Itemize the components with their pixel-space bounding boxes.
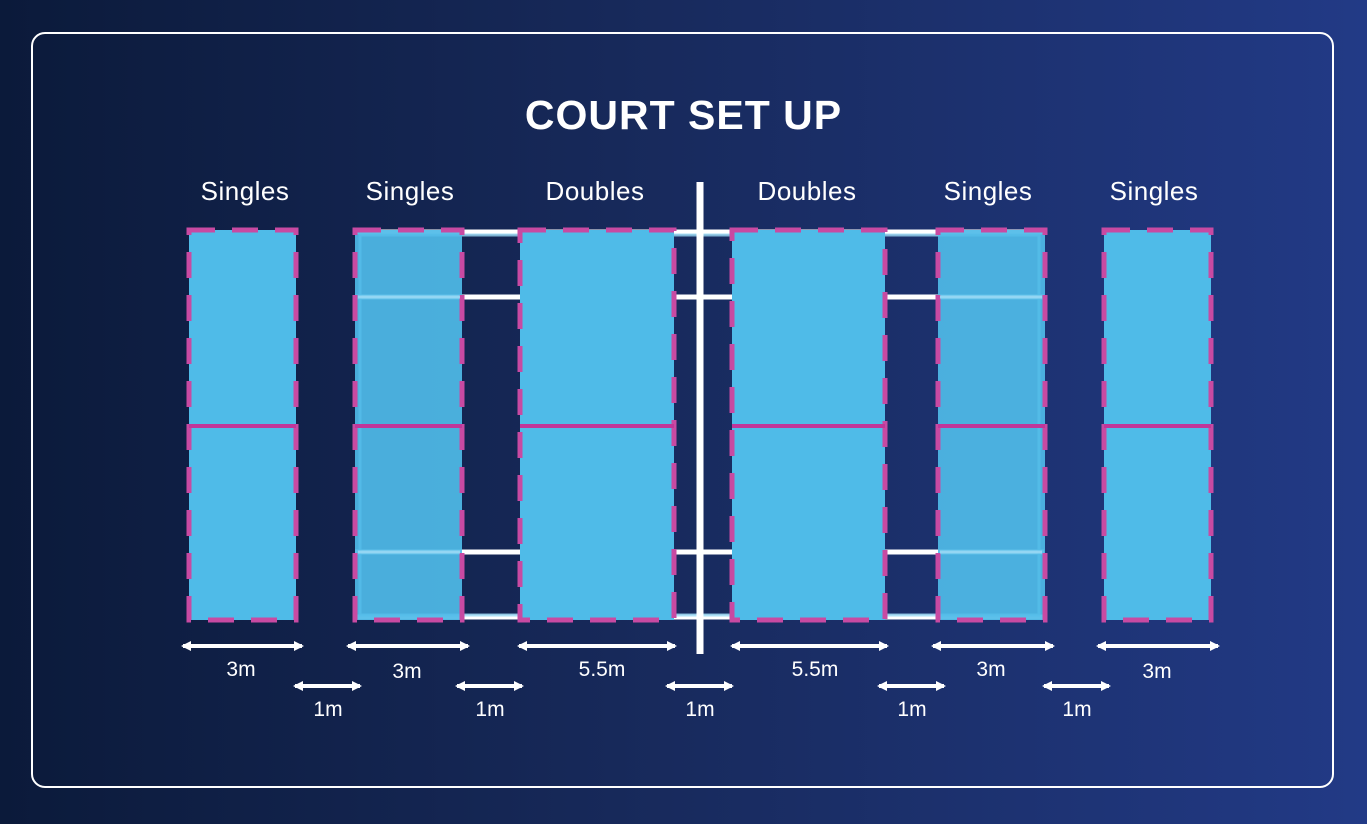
- court-2: [352, 227, 465, 623]
- court-4-width-label: 5.5m: [791, 658, 839, 681]
- court-6-width-label: 3m: [1142, 660, 1172, 683]
- court-1: [186, 227, 299, 623]
- court-1-label: Singles: [200, 176, 290, 206]
- court-2-label: Singles: [365, 176, 455, 206]
- court-5: [935, 227, 1048, 623]
- gap-5-label: 1m: [1062, 698, 1092, 721]
- court-3-width-label: 5.5m: [578, 658, 626, 681]
- court-2-width-label: 3m: [392, 660, 422, 683]
- courts-group: [186, 227, 1214, 623]
- court-6: [1101, 227, 1214, 623]
- court-5-width-label: 3m: [976, 658, 1006, 681]
- gap-4-label: 1m: [897, 698, 927, 721]
- gap-3-label: 1m: [685, 698, 715, 721]
- gap-1-label: 1m: [313, 698, 343, 721]
- inner-service-lines: [358, 295, 1042, 554]
- court-4: [729, 227, 888, 623]
- diagram-frame: [31, 32, 1334, 788]
- court-1-width-label: 3m: [226, 658, 256, 681]
- court-6-label: Singles: [1109, 176, 1199, 206]
- court-3: [517, 227, 677, 623]
- page-title: COURT SET UP: [524, 92, 843, 138]
- court-4-label: Doubles: [757, 176, 857, 206]
- gap-2-label: 1m: [475, 698, 505, 721]
- court-3-label: Doubles: [545, 176, 645, 206]
- court-5-label: Singles: [943, 176, 1033, 206]
